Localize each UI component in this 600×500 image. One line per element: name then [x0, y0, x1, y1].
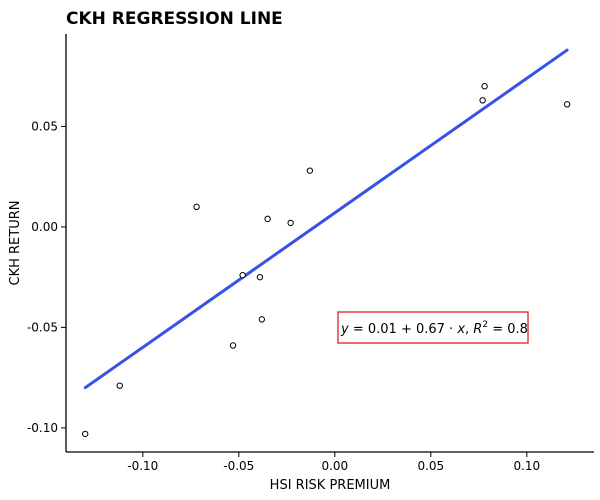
equation-annotation: y = 0.01 + 0.67 · x, R2 = 0.8: [337, 311, 529, 344]
data-point: [479, 97, 486, 104]
x-tick-label: -0.05: [223, 459, 254, 473]
equation-box: [337, 311, 529, 344]
data-point: [82, 430, 89, 438]
equation-separator: ,: [465, 322, 473, 337]
x-tick-label: 0.10: [513, 459, 540, 473]
x-tick-label: 0.05: [417, 459, 444, 473]
data-point: [116, 382, 123, 389]
y-axis-title: CKH RETURN: [8, 201, 23, 286]
x-tick-label: 0.00: [321, 459, 348, 473]
equation-text: y = 0.01 + 0.67 · x, R2 = 0.8: [340, 320, 528, 337]
data-point: [287, 219, 294, 227]
data-point: [264, 215, 271, 223]
data-point: [481, 83, 488, 90]
x-tick-label: -0.10: [127, 459, 158, 473]
x-axis-ticks: -0.10 -0.05 0.00 0.05 0.10: [127, 452, 540, 473]
equation-body: = 0.01 + 0.67 ·: [349, 322, 458, 337]
y-tick-label: -0.05: [27, 320, 58, 334]
data-point: [256, 273, 264, 281]
data-point: [306, 167, 314, 174]
equation-r-superscript: 2: [482, 320, 488, 330]
chart-title: CKH REGRESSION LINE: [66, 9, 283, 29]
equation-r-value: = 0.8: [488, 322, 528, 337]
data-point: [193, 203, 200, 211]
equation-r-symbol: R: [473, 322, 482, 337]
data-point: [563, 101, 571, 108]
scatter-points: [82, 83, 571, 438]
equation-y-symbol: y: [340, 322, 349, 337]
data-point: [229, 342, 237, 349]
data-point: [239, 271, 246, 279]
data-point: [258, 316, 266, 323]
y-tick-label: 0.05: [31, 119, 58, 133]
regression-line: [83, 48, 569, 390]
equation-x-symbol: x: [456, 322, 465, 337]
y-tick-label: -0.10: [27, 421, 58, 435]
y-tick-label: 0.00: [31, 220, 58, 234]
y-axis-ticks: -0.10 -0.05 0.00 0.05: [27, 119, 66, 435]
x-axis-title: HSI RISK PREMIUM: [270, 478, 391, 493]
